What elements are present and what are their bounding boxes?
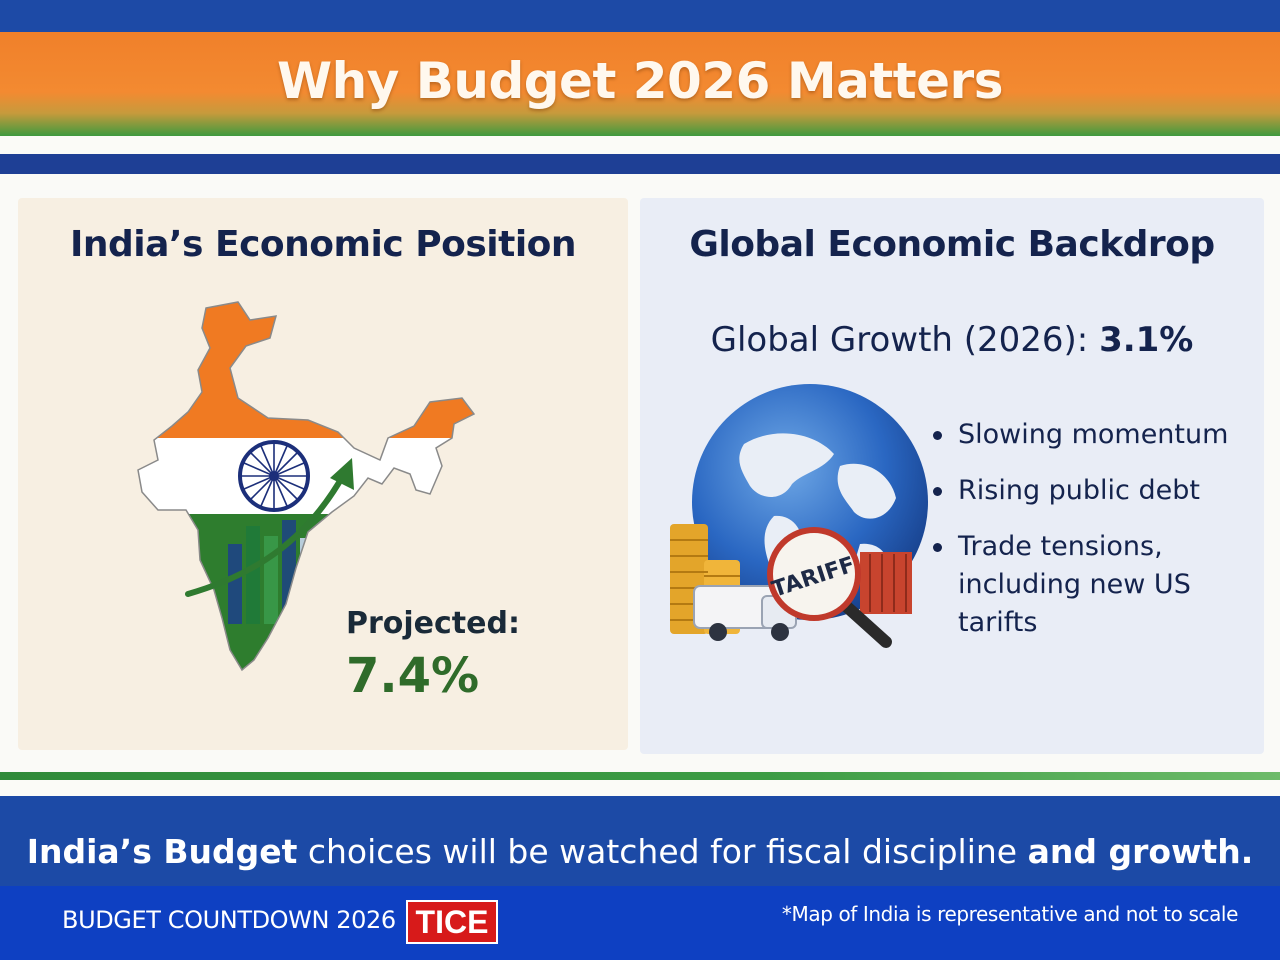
global-growth-label: Global Growth (2026): bbox=[710, 320, 1100, 360]
divider-blue bbox=[0, 154, 1280, 174]
divider-green bbox=[0, 772, 1280, 780]
budget-countdown-label: BUDGET COUNTDOWN 2026 bbox=[62, 906, 396, 934]
bottom-banner-bold-end: and growth. bbox=[1027, 832, 1254, 871]
divider-white bbox=[0, 136, 1280, 154]
truck-icon bbox=[693, 585, 797, 641]
shipping-container-icon bbox=[860, 552, 912, 614]
divider-white-bottom bbox=[0, 780, 1280, 796]
rising-growth-arrow-icon bbox=[185, 458, 354, 597]
list-item: Rising public debt bbox=[930, 472, 1260, 510]
footer-bar bbox=[0, 886, 1280, 960]
global-growth-line: Global Growth (2026): 3.1% bbox=[640, 320, 1264, 360]
bottom-banner bbox=[0, 796, 1280, 886]
global-growth-value: 3.1% bbox=[1099, 320, 1194, 360]
page-title: Why Budget 2026 Matters bbox=[277, 52, 1003, 110]
projected-label: Projected: bbox=[346, 606, 520, 641]
globe-trade-icon: TARIFF bbox=[664, 374, 944, 654]
global-economic-backdrop-panel: Global Economic Backdrop Global Growth (… bbox=[640, 198, 1264, 754]
top-blue-strip bbox=[0, 0, 1280, 32]
projected-growth-value: 7.4% bbox=[346, 648, 480, 704]
bottom-banner-middle: choices will be watched for fiscal disci… bbox=[297, 832, 1028, 871]
ashoka-chakra-icon bbox=[238, 440, 310, 512]
magnifying-glass-tariff-icon: TARIFF bbox=[767, 527, 892, 648]
title-band: Why Budget 2026 Matters bbox=[0, 32, 1280, 136]
india-map-tricolour-icon bbox=[118, 298, 488, 698]
global-panel-heading: Global Economic Backdrop bbox=[689, 224, 1215, 265]
list-item: Trade tensions, including new US tarifts bbox=[930, 528, 1260, 642]
global-risks-list: Slowing momentum Rising public debt Trad… bbox=[930, 416, 1260, 660]
india-economic-position-panel: India’s Economic Position bbox=[18, 198, 628, 750]
india-panel-heading: India’s Economic Position bbox=[69, 224, 577, 265]
bottom-banner-bold-start: India’s Budget bbox=[26, 832, 298, 871]
tice-logo: TICE bbox=[406, 900, 498, 944]
bottom-banner-text: India’s Budget choices will be watched f… bbox=[0, 832, 1280, 871]
map-disclaimer: *Map of India is representative and not … bbox=[781, 902, 1239, 926]
list-item: Slowing momentum bbox=[930, 416, 1260, 454]
